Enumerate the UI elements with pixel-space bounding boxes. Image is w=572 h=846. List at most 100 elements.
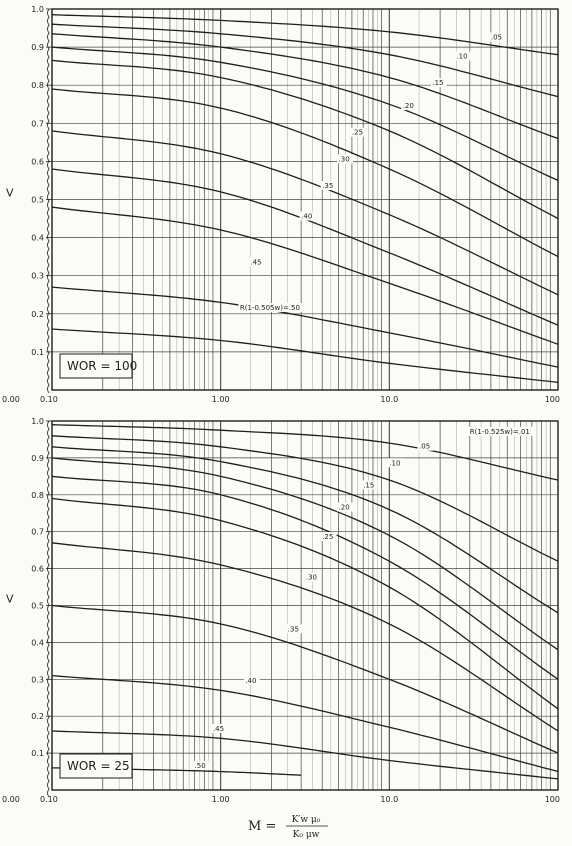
wor-box	[59, 353, 133, 379]
curve-label-bg	[454, 51, 471, 61]
y-tick-label: 0.9	[31, 454, 44, 463]
curve-label-bg	[193, 760, 209, 770]
y-axis-label: V	[6, 593, 14, 606]
y-tick-label: 0.2	[31, 712, 44, 721]
curve-label: .30	[306, 574, 317, 582]
x-axis-label: M =	[248, 819, 276, 834]
curve-label: .45	[250, 258, 261, 266]
y-tick-label: 0.8	[31, 81, 44, 90]
y-tick-label: 1.0	[31, 5, 44, 14]
x-tick-label: 10.0	[380, 395, 398, 404]
curve-label-bg	[248, 257, 265, 267]
curve-label-bg	[350, 127, 367, 137]
curve-label-bg	[387, 458, 404, 468]
curve-label-bg	[286, 624, 303, 634]
curve-label-bg	[211, 723, 228, 733]
y-tick-label: 1.0	[31, 417, 44, 426]
curve-r25	[51, 497, 559, 710]
x-tick-label: 0.10	[40, 395, 58, 404]
curve-label: .20	[339, 504, 350, 512]
y-tick-label: 0.3	[31, 272, 44, 281]
origin-label: 0.00	[2, 395, 20, 404]
y-tick-label: 0.8	[31, 491, 44, 500]
curve-label: .10	[456, 53, 467, 61]
y-axis-label: V	[6, 187, 14, 200]
curve-label-bg	[320, 532, 337, 542]
x-tick-label: 100	[545, 395, 560, 404]
curve-r01	[51, 14, 559, 56]
curve-label-bg	[468, 426, 536, 436]
wor-label: WOR = 25	[67, 759, 130, 773]
curve-r10	[51, 446, 559, 614]
curve-r35	[51, 604, 559, 754]
curve-label: R(1-0.505w)=.50	[240, 304, 300, 312]
y-tick-label: 0.1	[31, 749, 44, 758]
x-axis-label-numerator: K′w μ₀	[292, 815, 321, 825]
curve-label: .50	[195, 762, 206, 770]
x-tick-label: 1.00	[212, 395, 230, 404]
left-border-ornament	[47, 420, 50, 798]
y-tick-label: 0.1	[31, 348, 44, 357]
curve-r15	[51, 457, 559, 651]
y-tick-label: 0.5	[31, 602, 44, 611]
origin-label: 0.00	[2, 795, 20, 804]
curve-r30	[51, 130, 559, 296]
y-tick-label: 0.6	[31, 565, 44, 574]
curve-r25	[51, 88, 559, 258]
curve-r20	[51, 59, 559, 220]
curve-r20	[51, 475, 559, 680]
curve-r40	[51, 206, 559, 345]
curve-r05	[51, 435, 559, 562]
curve-label: .40	[301, 213, 312, 221]
curve-r45	[51, 286, 559, 368]
y-tick-label: 0.6	[31, 157, 44, 166]
curve-label-bg	[238, 302, 306, 312]
curve-r10	[51, 33, 559, 140]
left-border-ornament	[47, 8, 50, 394]
curve-label: .05	[419, 443, 430, 451]
curve-r01	[51, 424, 559, 481]
curve-label: .10	[389, 459, 400, 467]
curve-label-bg	[430, 78, 447, 88]
curve-label: .45	[213, 725, 224, 733]
y-tick-label: 0.4	[31, 234, 44, 243]
curve-label: .20	[403, 102, 414, 110]
y-tick-label: 0.7	[31, 528, 44, 537]
curve-label-bg	[337, 154, 353, 164]
wor-box	[59, 753, 133, 779]
curve-label-bg	[320, 181, 337, 191]
y-tick-label: 0.3	[31, 675, 44, 684]
curve-r50	[51, 328, 559, 384]
curve-r45	[51, 730, 559, 780]
curve-r15	[51, 46, 559, 181]
wor-label: WOR = 100	[67, 359, 137, 373]
curve-label: .05	[491, 33, 502, 41]
curve-r30	[51, 542, 559, 732]
curve-r35	[51, 168, 559, 326]
curve-label-bg	[304, 572, 321, 582]
y-tick-label: 0.7	[31, 119, 44, 128]
curve-label-bg	[299, 211, 316, 221]
curve-label-bg	[489, 32, 506, 42]
curve-label: .15	[363, 481, 374, 489]
y-tick-label: 0.2	[31, 310, 44, 319]
curve-label: .35	[288, 625, 299, 633]
curve-label: .35	[322, 182, 333, 190]
curve-label-bg	[337, 502, 353, 512]
x-tick-label: 1.00	[212, 795, 230, 804]
y-tick-label: 0.4	[31, 638, 44, 647]
y-tick-label: 0.9	[31, 43, 44, 52]
curve-label-bg	[361, 480, 378, 490]
x-tick-label: 0.10	[40, 795, 58, 804]
y-tick-label: 0.5	[31, 196, 44, 205]
x-tick-label: 10.0	[380, 795, 398, 804]
chart-panel-1: 0.1 0.2 0.3 0.4 0.5 0.6 0.7 0.8 0.9 1.0 0.00 0.10 1.…	[2, 5, 560, 404]
curve-label: .40	[245, 677, 256, 685]
curve-label-bg	[417, 441, 434, 451]
curve-r40	[51, 674, 559, 773]
x-axis-label-denominator: K₀ μw	[293, 830, 320, 840]
curve-label-bg	[401, 101, 418, 111]
curve-r05	[51, 23, 559, 98]
x-tick-label: 100	[545, 795, 560, 804]
